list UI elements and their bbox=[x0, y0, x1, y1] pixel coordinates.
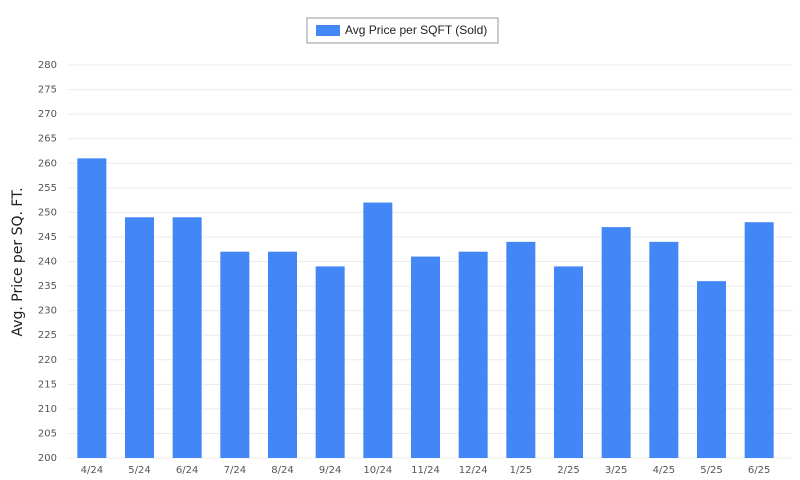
legend-swatch bbox=[316, 25, 340, 36]
y-tick-label: 240 bbox=[38, 257, 57, 268]
y-tick-label: 215 bbox=[38, 379, 57, 390]
y-tick-label: 265 bbox=[38, 134, 57, 145]
bar bbox=[411, 256, 440, 458]
y-tick-label: 255 bbox=[38, 183, 57, 194]
x-tick-label: 9/24 bbox=[319, 465, 341, 476]
bar bbox=[77, 158, 107, 458]
x-tick-label: 5/24 bbox=[128, 465, 150, 476]
bar bbox=[315, 266, 345, 458]
bar bbox=[506, 241, 536, 458]
bar bbox=[554, 266, 583, 458]
y-tick-label: 230 bbox=[38, 306, 57, 317]
x-tick-label: 7/24 bbox=[224, 465, 246, 476]
y-tick-label: 270 bbox=[38, 109, 57, 120]
x-tick-label: 6/24 bbox=[176, 465, 198, 476]
x-tick-label: 11/24 bbox=[411, 465, 440, 476]
y-tick-label: 210 bbox=[38, 404, 57, 415]
bar bbox=[458, 251, 488, 458]
x-tick-label: 6/25 bbox=[748, 465, 770, 476]
y-tick-label: 275 bbox=[38, 85, 57, 96]
y-axis-label: Avg. Price per SQ. FT. bbox=[10, 187, 26, 336]
y-tick-label: 250 bbox=[38, 207, 57, 218]
legend-label: Avg Price per SQFT (Sold) bbox=[345, 23, 487, 37]
bar bbox=[363, 202, 393, 458]
x-tick-label: 4/24 bbox=[81, 465, 103, 476]
x-tick-label: 2/25 bbox=[557, 465, 579, 476]
x-tick-label: 10/24 bbox=[363, 465, 392, 476]
bar bbox=[172, 217, 202, 458]
y-tick-label: 225 bbox=[38, 330, 57, 341]
y-tick-label: 260 bbox=[38, 158, 57, 169]
bar bbox=[697, 281, 726, 458]
y-tick-label: 200 bbox=[38, 453, 57, 464]
x-tick-label: 1/25 bbox=[510, 465, 532, 476]
y-tick-label: 245 bbox=[38, 232, 57, 243]
y-tick-label: 235 bbox=[38, 281, 57, 292]
bar bbox=[220, 251, 250, 458]
x-tick-label: 5/25 bbox=[700, 465, 722, 476]
bar bbox=[601, 227, 631, 458]
x-tick-label: 4/25 bbox=[653, 465, 675, 476]
x-tick-label: 12/24 bbox=[459, 465, 488, 476]
y-tick-label: 220 bbox=[38, 355, 57, 366]
y-tick-label: 205 bbox=[38, 428, 57, 439]
bar bbox=[649, 241, 679, 458]
bar bbox=[125, 217, 154, 458]
x-tick-label: 3/25 bbox=[605, 465, 627, 476]
y-tick-label: 280 bbox=[38, 60, 57, 71]
x-tick-label: 8/24 bbox=[271, 465, 293, 476]
bar bbox=[268, 251, 297, 458]
bar bbox=[744, 222, 774, 458]
